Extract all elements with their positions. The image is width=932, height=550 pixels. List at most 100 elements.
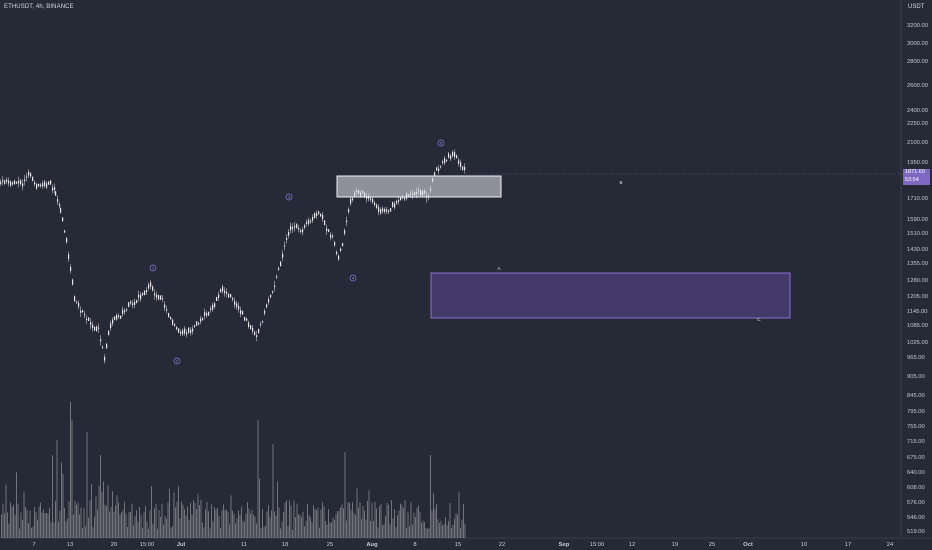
volume-bar — [160, 516, 161, 538]
volume-bar — [203, 527, 205, 538]
volume-bar — [247, 502, 248, 538]
volume-bar — [91, 483, 92, 538]
volume-bar — [430, 455, 431, 538]
candle-body — [122, 309, 124, 314]
candle-body — [342, 243, 344, 247]
candle-body — [22, 183, 24, 187]
candle-body — [34, 182, 36, 185]
candle-body — [38, 183, 40, 187]
volume-bar — [445, 516, 446, 538]
price-axis-label: 2250.00 — [907, 121, 928, 127]
volume-bar — [346, 520, 347, 538]
time-axis-label: 8 — [413, 542, 416, 548]
volume-bar — [37, 519, 38, 538]
price-axis-label: 576.00 — [907, 500, 925, 506]
volume-bar — [5, 484, 7, 538]
candle-body — [92, 324, 94, 328]
target-box — [430, 272, 791, 319]
candle-body — [226, 292, 228, 294]
volume-bar — [118, 502, 119, 538]
candle-body — [336, 251, 338, 254]
volume-bar — [292, 529, 293, 538]
candle-body — [458, 160, 460, 164]
volume-bar — [410, 501, 412, 538]
candle-body — [120, 315, 122, 319]
candle-body — [36, 184, 38, 189]
candle-body — [334, 242, 336, 246]
candle-body — [330, 234, 332, 238]
volume-bar — [382, 525, 383, 538]
volume-bar — [439, 523, 440, 538]
candle-body — [146, 290, 148, 293]
volume-bar — [437, 519, 439, 538]
volume-bar — [299, 514, 301, 538]
volume-bar — [388, 504, 389, 538]
volume-bar — [173, 492, 175, 538]
volume-bar — [88, 518, 89, 538]
candle-body — [144, 290, 146, 296]
candle-body — [232, 298, 234, 300]
volume-bar — [335, 514, 337, 538]
time-axis-label: 13 — [67, 542, 73, 548]
candle-body — [218, 294, 220, 298]
price-axis-label: 1355.00 — [907, 261, 928, 267]
volume-bar — [20, 512, 22, 538]
time-axis-label: 17 — [845, 542, 851, 548]
candle-body — [224, 290, 226, 294]
volume-bar — [376, 508, 377, 538]
candle-body — [136, 300, 138, 304]
volume-bar — [395, 527, 397, 538]
candle-body — [370, 198, 372, 200]
candle-body — [222, 286, 224, 292]
volume-bar — [278, 507, 280, 538]
volume-bar — [305, 521, 307, 538]
candle-body — [230, 294, 232, 298]
volume-bar — [112, 491, 113, 538]
volume-bar — [166, 518, 167, 538]
volume-bar — [68, 501, 70, 538]
volume-bar — [422, 520, 424, 538]
candle-body — [274, 285, 276, 288]
volume-bar — [128, 512, 130, 538]
volume-bar — [224, 509, 226, 538]
candle-body — [248, 322, 250, 327]
candle-body — [30, 173, 32, 177]
volume-bar — [215, 509, 217, 538]
candle-body — [170, 316, 172, 320]
price-axis-label: 755.00 — [907, 424, 925, 430]
volume-bar — [28, 523, 29, 538]
volume-bar — [214, 507, 215, 538]
time-axis-label: 25 — [327, 542, 333, 548]
volume-bar — [241, 506, 242, 538]
candle-body — [298, 227, 300, 230]
volume-bar — [176, 501, 178, 538]
volume-bar — [452, 524, 454, 538]
volume-bar — [269, 517, 271, 538]
volume-bar — [280, 528, 281, 538]
volume-bar — [161, 503, 163, 538]
candle-body — [24, 179, 26, 181]
time-axis-label: 20 — [111, 542, 117, 548]
volume-bar — [55, 500, 56, 538]
candle-body — [194, 325, 196, 327]
candle-body — [28, 171, 30, 176]
volume-bar — [170, 527, 172, 538]
volume-bar — [197, 493, 199, 538]
candle-body — [84, 314, 86, 316]
volume-bar — [148, 528, 149, 538]
price-axis-label: 608.00 — [907, 485, 925, 491]
candle-body — [78, 302, 80, 307]
candle-body — [64, 230, 66, 233]
resistance-box — [336, 175, 502, 198]
candle-body — [456, 155, 458, 158]
volume-bar — [367, 500, 368, 538]
volume-bar — [40, 502, 41, 538]
candle-body — [114, 316, 116, 320]
candle-body — [76, 301, 78, 303]
volume-bar — [436, 504, 437, 538]
candle-body — [54, 187, 56, 191]
volume-bar — [184, 509, 185, 538]
price-axis-label: 3000.00 — [907, 41, 928, 47]
